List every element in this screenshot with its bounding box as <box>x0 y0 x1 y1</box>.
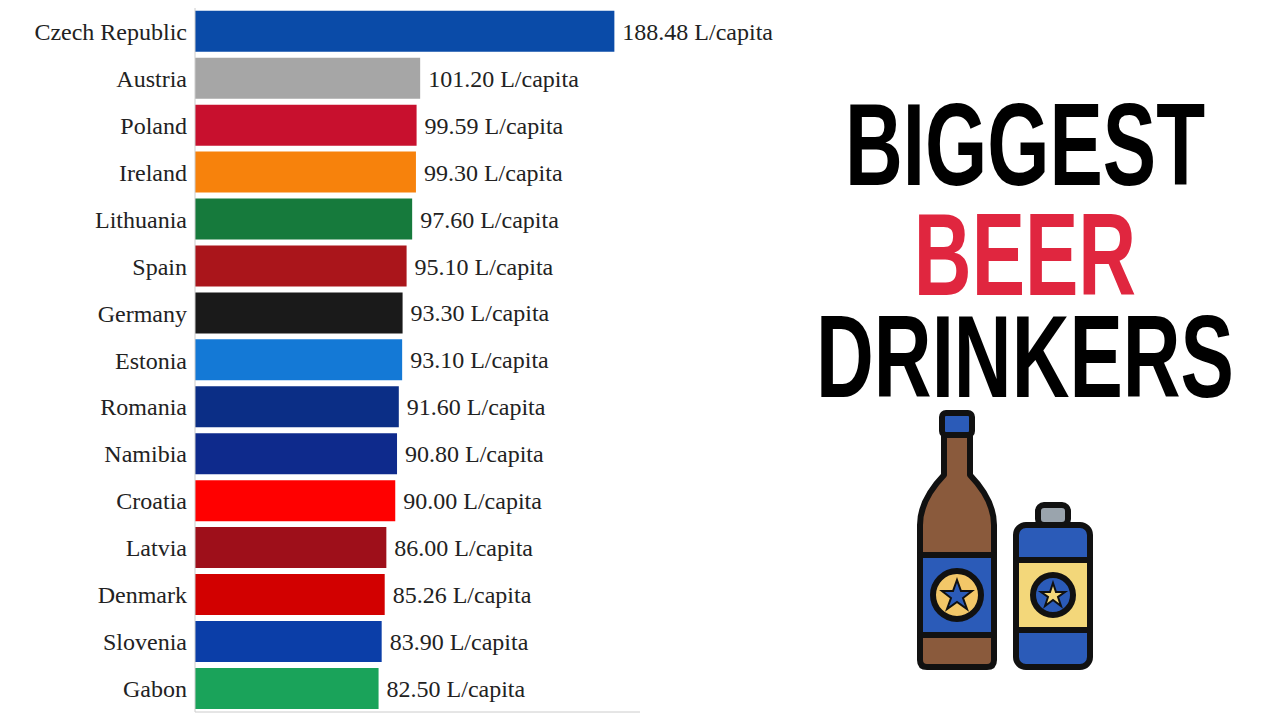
svg-text:Namibia: Namibia <box>104 441 187 467</box>
svg-text:Latvia: Latvia <box>126 535 188 561</box>
svg-text:Estonia: Estonia <box>115 348 187 374</box>
svg-text:99.59 L/capita: 99.59 L/capita <box>425 113 564 139</box>
svg-text:86.00 L/capita: 86.00 L/capita <box>394 535 533 561</box>
html-text:BIGGEST: BIGGEST <box>845 80 1205 210</box>
svg-text:91.60 L/capita: 91.60 L/capita <box>407 394 546 420</box>
svg-text:82.50 L/capita: 82.50 L/capita <box>387 676 526 702</box>
svg-text:Spain: Spain <box>132 254 187 280</box>
svg-text:188.48 L/capita: 188.48 L/capita <box>622 19 773 45</box>
svg-text:83.90 L/capita: 83.90 L/capita <box>390 629 529 655</box>
svg-text:95.10 L/capita: 95.10 L/capita <box>415 254 554 280</box>
svg-text:Austria: Austria <box>116 66 187 92</box>
svg-text:Croatia: Croatia <box>116 488 187 514</box>
svg-text:93.30 L/capita: 93.30 L/capita <box>411 300 550 326</box>
svg-text:Czech Republic: Czech Republic <box>34 19 187 45</box>
html-text:DRINKERS: DRINKERS <box>816 292 1234 422</box>
html-text:BEER: BEER <box>913 190 1137 320</box>
svg-text:Lithuania: Lithuania <box>95 207 187 233</box>
svg-text:93.10 L/capita: 93.10 L/capita <box>410 347 549 373</box>
svg-text:101.20 L/capita: 101.20 L/capita <box>428 66 579 92</box>
svg-text:Slovenia: Slovenia <box>103 629 187 655</box>
svg-text:Denmark: Denmark <box>98 582 187 608</box>
svg-text:90.80 L/capita: 90.80 L/capita <box>405 441 544 467</box>
svg-text:Gabon: Gabon <box>123 676 187 702</box>
svg-text:97.60 L/capita: 97.60 L/capita <box>420 207 559 233</box>
svg-text:90.00 L/capita: 90.00 L/capita <box>403 488 542 514</box>
svg-text:99.30 L/capita: 99.30 L/capita <box>424 160 563 186</box>
svg-text:85.26 L/capita: 85.26 L/capita <box>393 582 532 608</box>
svg-text:Poland: Poland <box>120 113 187 139</box>
svg-text:Romania: Romania <box>100 394 187 420</box>
svg-text:Ireland: Ireland <box>119 160 187 186</box>
svg-text:Germany: Germany <box>98 301 187 327</box>
